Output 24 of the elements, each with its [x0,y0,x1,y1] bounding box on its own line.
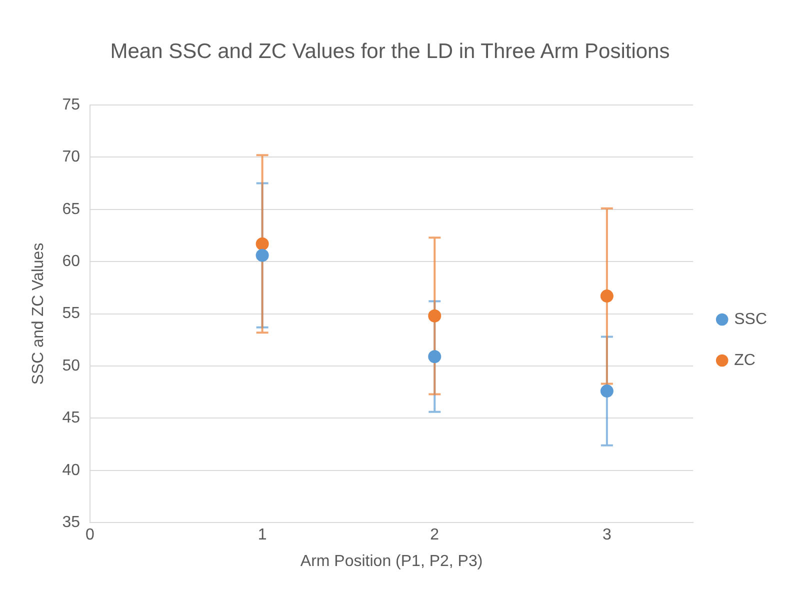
legend-label: ZC [734,352,756,369]
x-tick-label: 2 [430,526,440,544]
y-tick-label: 35 [62,514,80,532]
x-axis-title: Arm Position (P1, P2, P3) [300,552,483,570]
y-tick-label: 65 [62,200,80,218]
point [428,309,442,322]
point [600,290,614,303]
y-tick-label: 70 [62,148,80,166]
x-tick-label: 0 [86,526,95,544]
y-tick-label: 45 [62,410,80,427]
point [600,384,614,398]
point [256,237,269,250]
y-axis-title: SSC and ZC Values [30,242,48,385]
x-tick-label: 1 [258,526,267,544]
chart-title: Mean SSC and ZC Values for the LD in Three Arm Positions [109,39,671,65]
y-tick-label: 55 [62,305,80,322]
point [428,350,442,364]
y-tick-label: 40 [62,462,80,479]
y-tick-label: 50 [62,357,80,374]
point [256,248,269,262]
x-tick-label: 3 [602,526,612,544]
legend-label: SSC [734,310,768,328]
y-tick-label: 60 [62,253,80,270]
y-tick-label: 75 [62,96,80,114]
